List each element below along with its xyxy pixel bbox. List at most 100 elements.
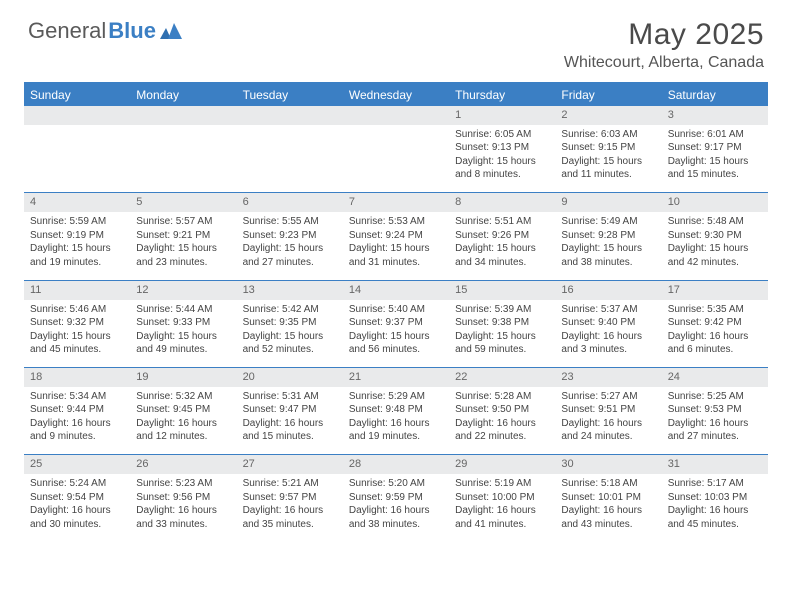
day-number-cell: 20 [237,368,343,387]
day-info-cell: Sunrise: 5:24 AMSunset: 9:54 PMDaylight:… [24,474,130,542]
sunrise-text: Sunrise: 6:03 AM [561,128,655,142]
weekday-header: Saturday [662,84,768,106]
sunset-text: Sunset: 9:48 PM [349,403,443,417]
sunrise-text: Sunrise: 5:24 AM [30,477,124,491]
logo-text-1: General [28,18,106,44]
day-info-cell: Sunrise: 5:25 AMSunset: 9:53 PMDaylight:… [662,387,768,455]
daylight-text: and 31 minutes. [349,256,443,270]
day-info-cell: Sunrise: 5:18 AMSunset: 10:01 PMDaylight… [555,474,661,542]
day-info-cell: Sunrise: 6:03 AMSunset: 9:15 PMDaylight:… [555,125,661,193]
sunrise-text: Sunrise: 5:42 AM [243,303,337,317]
day-number-cell: 29 [449,455,555,474]
day-info-cell: Sunrise: 5:40 AMSunset: 9:37 PMDaylight:… [343,300,449,368]
sunset-text: Sunset: 9:28 PM [561,229,655,243]
daylight-text: and 38 minutes. [349,518,443,532]
daylight-text: and 41 minutes. [455,518,549,532]
day-number-row: 18192021222324 [24,368,768,387]
daylight-text: and 15 minutes. [243,430,337,444]
daylight-text: Daylight: 15 hours [136,242,230,256]
sunrise-text: Sunrise: 5:57 AM [136,215,230,229]
day-info-cell: Sunrise: 5:59 AMSunset: 9:19 PMDaylight:… [24,212,130,280]
day-info-cell: Sunrise: 5:28 AMSunset: 9:50 PMDaylight:… [449,387,555,455]
daylight-text: and 22 minutes. [455,430,549,444]
daylight-text: and 24 minutes. [561,430,655,444]
day-number-cell: 13 [237,280,343,299]
sunset-text: Sunset: 9:13 PM [455,141,549,155]
sunset-text: Sunset: 9:21 PM [136,229,230,243]
sunrise-text: Sunrise: 5:51 AM [455,215,549,229]
daylight-text: Daylight: 16 hours [668,417,762,431]
day-number-cell: 12 [130,280,236,299]
day-info-cell: Sunrise: 5:29 AMSunset: 9:48 PMDaylight:… [343,387,449,455]
daylight-text: Daylight: 15 hours [668,155,762,169]
sunrise-text: Sunrise: 5:37 AM [561,303,655,317]
day-number-cell: 19 [130,368,236,387]
daylight-text: and 12 minutes. [136,430,230,444]
day-number-cell: 6 [237,193,343,212]
daylight-text: and 33 minutes. [136,518,230,532]
day-info-cell [24,125,130,193]
sunset-text: Sunset: 9:37 PM [349,316,443,330]
weekday-header: Wednesday [343,84,449,106]
day-number-cell [343,106,449,125]
daylight-text: Daylight: 16 hours [668,504,762,518]
sunset-text: Sunset: 9:23 PM [243,229,337,243]
daylight-text: Daylight: 15 hours [243,242,337,256]
day-info-cell: Sunrise: 5:57 AMSunset: 9:21 PMDaylight:… [130,212,236,280]
header: GeneralBlue May 2025 Whitecourt, Alberta… [0,0,792,76]
daylight-text: and 45 minutes. [668,518,762,532]
day-number-cell: 16 [555,280,661,299]
sunrise-text: Sunrise: 5:27 AM [561,390,655,404]
day-number-cell: 3 [662,106,768,125]
daylight-text: and 11 minutes. [561,168,655,182]
sunset-text: Sunset: 10:00 PM [455,491,549,505]
daylight-text: Daylight: 16 hours [30,417,124,431]
day-number-cell: 2 [555,106,661,125]
sunrise-text: Sunrise: 5:19 AM [455,477,549,491]
day-number-cell: 18 [24,368,130,387]
day-info-cell [130,125,236,193]
day-info-cell: Sunrise: 5:21 AMSunset: 9:57 PMDaylight:… [237,474,343,542]
sunset-text: Sunset: 9:51 PM [561,403,655,417]
daylight-text: and 19 minutes. [349,430,443,444]
weekday-header-row: Sunday Monday Tuesday Wednesday Thursday… [24,84,768,106]
day-info-cell: Sunrise: 5:20 AMSunset: 9:59 PMDaylight:… [343,474,449,542]
sunset-text: Sunset: 9:44 PM [30,403,124,417]
sunrise-text: Sunrise: 5:34 AM [30,390,124,404]
sunrise-text: Sunrise: 5:40 AM [349,303,443,317]
sunrise-text: Sunrise: 5:25 AM [668,390,762,404]
day-number-cell: 23 [555,368,661,387]
sunset-text: Sunset: 9:38 PM [455,316,549,330]
day-number-cell: 9 [555,193,661,212]
sunrise-text: Sunrise: 6:01 AM [668,128,762,142]
sunrise-text: Sunrise: 5:31 AM [243,390,337,404]
day-info-cell: Sunrise: 6:05 AMSunset: 9:13 PMDaylight:… [449,125,555,193]
daylight-text: and 19 minutes. [30,256,124,270]
daylight-text: and 15 minutes. [668,168,762,182]
daylight-text: Daylight: 16 hours [30,504,124,518]
day-number-cell: 30 [555,455,661,474]
day-info-row: Sunrise: 5:46 AMSunset: 9:32 PMDaylight:… [24,300,768,368]
day-number-row: 11121314151617 [24,280,768,299]
daylight-text: and 3 minutes. [561,343,655,357]
daylight-text: Daylight: 15 hours [30,330,124,344]
day-number-cell: 4 [24,193,130,212]
sunset-text: Sunset: 9:40 PM [561,316,655,330]
sunrise-text: Sunrise: 5:49 AM [561,215,655,229]
month-title: May 2025 [564,18,764,52]
day-info-row: Sunrise: 5:59 AMSunset: 9:19 PMDaylight:… [24,212,768,280]
daylight-text: Daylight: 16 hours [349,417,443,431]
sunrise-text: Sunrise: 5:32 AM [136,390,230,404]
sunset-text: Sunset: 9:45 PM [136,403,230,417]
sunset-text: Sunset: 9:24 PM [349,229,443,243]
day-info-cell: Sunrise: 5:37 AMSunset: 9:40 PMDaylight:… [555,300,661,368]
sunrise-text: Sunrise: 5:17 AM [668,477,762,491]
day-number-cell: 31 [662,455,768,474]
sunset-text: Sunset: 9:17 PM [668,141,762,155]
daylight-text: Daylight: 15 hours [455,155,549,169]
day-info-cell: Sunrise: 5:55 AMSunset: 9:23 PMDaylight:… [237,212,343,280]
day-info-cell: Sunrise: 5:23 AMSunset: 9:56 PMDaylight:… [130,474,236,542]
day-info-row: Sunrise: 5:34 AMSunset: 9:44 PMDaylight:… [24,387,768,455]
day-number-cell: 5 [130,193,236,212]
day-number-cell: 15 [449,280,555,299]
